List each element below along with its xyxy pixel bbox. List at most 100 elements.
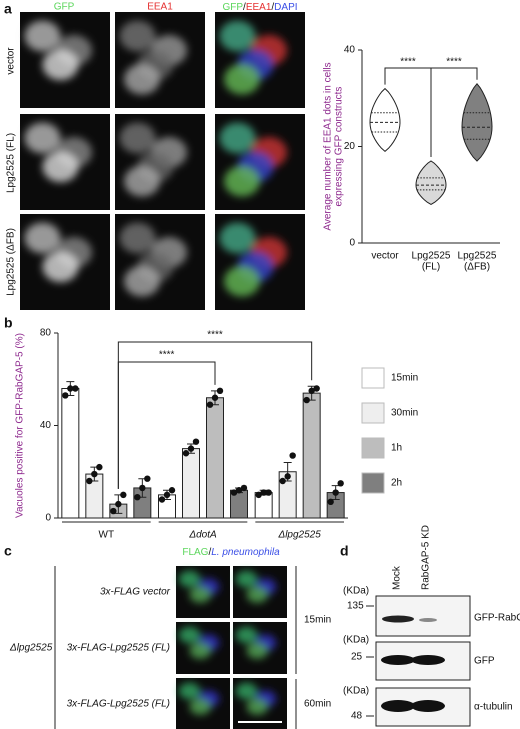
data-point (337, 480, 344, 487)
data-point (72, 385, 79, 392)
y-axis-label: expressing GFP constructs (334, 87, 345, 207)
data-point (158, 496, 166, 503)
cells (235, 570, 277, 603)
strain-label: Δlpg2525 (9, 643, 53, 654)
cells (119, 222, 187, 297)
cell (219, 20, 256, 52)
x-tick-label: WT (99, 530, 115, 541)
column-header: FLAG/L. pneumophila (182, 547, 280, 558)
cell (219, 222, 256, 254)
legend-label: 15min (391, 373, 418, 384)
header-part: / (271, 2, 274, 13)
header-part: DAPI (274, 2, 297, 13)
data-point (163, 491, 171, 499)
blot-label: α-tubulin (474, 702, 513, 713)
cell (246, 642, 269, 659)
cells (119, 122, 187, 197)
time-label: 60min (304, 699, 331, 710)
cells (178, 626, 220, 659)
data-point (62, 392, 69, 399)
bar (206, 397, 224, 519)
row-label: 3x-FLAG vector (100, 587, 171, 598)
cells (219, 122, 287, 197)
cell (178, 626, 201, 644)
x-tick-label: (ΔFB) (464, 262, 490, 273)
bar (182, 448, 200, 519)
significance-label: **** (159, 350, 175, 361)
data-point (139, 484, 146, 492)
bar (61, 388, 80, 519)
data-point (211, 394, 219, 401)
cell (178, 570, 201, 588)
data-point (308, 387, 315, 395)
y-axis-label: Average number of EEA1 dots in cells (323, 62, 334, 230)
column-header: GFP (54, 2, 75, 13)
cell (235, 570, 258, 588)
data-point (192, 438, 200, 445)
y-axis-label: Vacuoles positive for GFP-RabGAP-5 (%) (15, 333, 26, 518)
cells (24, 222, 92, 283)
row-label: Lpg2525 (ΔFB) (6, 228, 17, 296)
panel-label: b (4, 315, 13, 331)
header-part: / (243, 2, 246, 13)
cells (178, 570, 220, 603)
row-label: 3x-FLAG-Lpg2525 (FL) (67, 643, 170, 654)
data-point (235, 487, 243, 494)
time-label: 15min (304, 615, 331, 626)
cell (24, 20, 61, 52)
violin (369, 87, 401, 152)
header-part: L. pneumophila (211, 547, 280, 558)
cells (219, 222, 287, 297)
panel-label: d (340, 543, 349, 559)
marker-label: 25 (351, 652, 363, 663)
data-point (206, 401, 214, 408)
data-point (67, 385, 74, 392)
blot-label: GFP (474, 656, 495, 667)
unit-label: (KDa) (343, 586, 369, 597)
data-point (313, 385, 320, 392)
band (411, 655, 445, 665)
significance-label: **** (207, 330, 223, 341)
legend-swatch (361, 437, 385, 459)
micrographs (20, 12, 305, 729)
cell (124, 165, 160, 197)
cell (224, 165, 260, 197)
cell (235, 626, 258, 644)
lane-label: RabGAP-5 KD (421, 525, 432, 590)
cell (119, 122, 156, 154)
data-point (240, 484, 248, 492)
data-point (230, 489, 238, 496)
legend-swatch (361, 402, 385, 424)
cell (224, 63, 260, 95)
data-point (96, 463, 103, 471)
cell (246, 698, 269, 715)
y-tick-label: 0 (45, 513, 51, 524)
cell (189, 642, 212, 659)
significance-bracket (430, 67, 478, 157)
data-point (284, 473, 291, 480)
data-point (327, 498, 334, 506)
cell (42, 151, 79, 183)
cells (235, 626, 277, 659)
cells (178, 682, 220, 715)
data-point (144, 475, 151, 482)
cells (119, 20, 187, 95)
data-point (216, 387, 224, 395)
cell (235, 682, 258, 700)
x-tick-label: Δlpg2525 (278, 530, 322, 541)
header-part: / (208, 547, 211, 558)
data-point (332, 489, 339, 496)
y-tick-label: 40 (344, 45, 356, 56)
cell (119, 222, 156, 254)
cell (219, 122, 256, 154)
y-tick-label: 0 (349, 238, 355, 249)
violin (415, 160, 447, 205)
data-point (91, 470, 98, 478)
band (411, 700, 445, 712)
data-point (182, 450, 190, 457)
x-tick-label: (FL) (422, 262, 440, 273)
band (419, 618, 437, 622)
data-point (110, 507, 117, 515)
cell (24, 222, 61, 254)
row-label: vector (6, 47, 17, 75)
